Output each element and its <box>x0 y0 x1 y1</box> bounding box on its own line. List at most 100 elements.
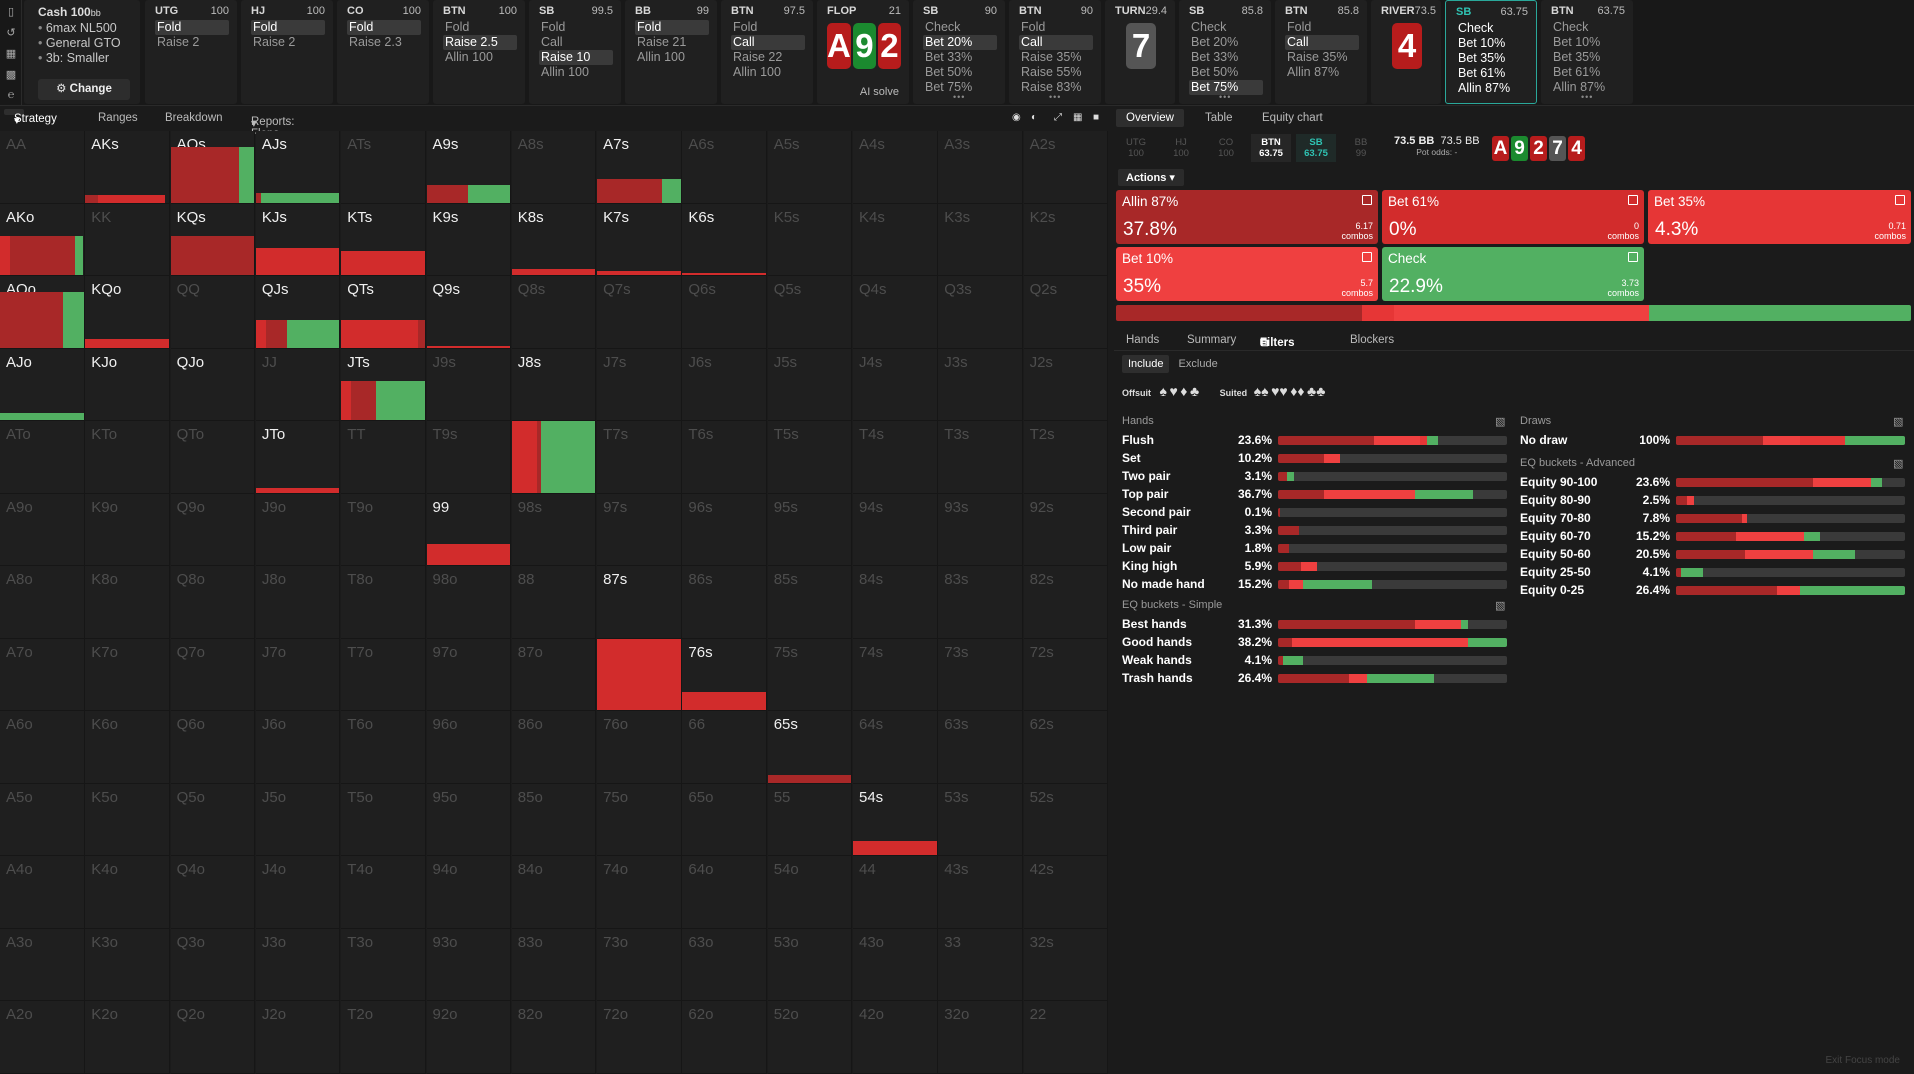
hand-cell[interactable]: KJo <box>85 348 170 421</box>
filter-row[interactable]: Equity 80-90 2.5% <box>1520 493 1670 507</box>
hand-cell[interactable]: A9s <box>426 131 511 204</box>
hand-cell[interactable]: A5s <box>767 131 853 204</box>
action-option[interactable]: Call <box>541 35 563 49</box>
hand-cell[interactable]: 72s <box>1023 638 1109 711</box>
action-option[interactable]: Bet 61% <box>1458 66 1506 80</box>
action-column-sb[interactable]: SB 85.8 Check Bet 20% Bet 33% Bet 50% Bet 75% •… <box>1179 0 1271 104</box>
filter-row[interactable]: Equity 70-80 7.8% <box>1520 511 1670 525</box>
hearts-suited-icon[interactable]: ♥♥ <box>1271 383 1288 399</box>
hand-cell[interactable]: 53s <box>938 783 1023 856</box>
action-column-btn[interactable]: BTN 85.8 Fold Call Raise 35% Allin 87% <box>1275 0 1367 104</box>
collapse-icon[interactable]: ▧ <box>1893 416 1904 428</box>
action-option[interactable]: Allin 100 <box>733 65 781 79</box>
hand-cell[interactable]: A3s <box>938 131 1023 204</box>
expand-icon[interactable] <box>1895 195 1905 205</box>
hand-cell[interactable]: 54o <box>767 856 853 929</box>
action-column-btn[interactable]: BTN 100 Fold Raise 2.5 Allin 100 <box>433 0 525 104</box>
tab-overview[interactable]: Overview <box>1116 109 1184 127</box>
hand-cell[interactable]: 93o <box>426 928 511 1001</box>
spades-suited-icon[interactable]: ♠♠ <box>1253 383 1269 399</box>
action-option[interactable]: Allin 100 <box>541 65 589 79</box>
hand-cell[interactable]: A8o <box>0 566 85 639</box>
hand-cell[interactable]: T2o <box>341 1001 426 1074</box>
action-option[interactable]: Fold <box>445 20 470 34</box>
action-option[interactable]: Raise 2 <box>253 35 296 49</box>
action-option[interactable]: Allin 87% <box>1458 81 1511 95</box>
hand-cell[interactable]: J6o <box>255 711 341 784</box>
hand-cell[interactable]: Q9s <box>426 276 511 349</box>
hand-cell[interactable]: KTo <box>85 421 170 494</box>
action-option[interactable]: Allin 100 <box>637 50 685 64</box>
hand-cell[interactable]: T3o <box>341 928 426 1001</box>
hand-cell[interactable]: T6s <box>682 421 767 494</box>
hand-cell[interactable]: KJs <box>255 203 341 276</box>
hand-cell[interactable]: K4s <box>853 203 938 276</box>
tab-table[interactable]: Table <box>1205 112 1233 124</box>
hand-cell[interactable]: 92o <box>426 1001 511 1074</box>
expand-icon[interactable] <box>1628 252 1638 262</box>
action-option[interactable]: Raise 35% <box>1021 50 1082 64</box>
hand-cell[interactable]: AKo <box>0 203 85 276</box>
hand-cell[interactable]: J9s <box>426 348 511 421</box>
hand-cell[interactable]: 94s <box>853 493 938 566</box>
hand-cell[interactable]: A7s <box>597 131 682 204</box>
filter-row[interactable]: Two pair 3.1% <box>1122 469 1272 483</box>
hand-cell[interactable]: 87s <box>597 566 682 639</box>
actions-dropdown[interactable]: Actions ▾ <box>1118 169 1184 186</box>
action-option[interactable]: Allin 87% <box>1553 80 1606 94</box>
hand-cell[interactable]: 73o <box>597 928 682 1001</box>
hand-cell[interactable]: Q4o <box>170 856 256 929</box>
filter-row[interactable]: Flush 23.6% <box>1122 433 1272 447</box>
action-column-sb[interactable]: SB 99.5 Fold Call Raise 10 Allin 100 <box>529 0 621 104</box>
hand-cell[interactable]: 85s <box>767 566 853 639</box>
hand-cell[interactable]: K3o <box>85 928 170 1001</box>
action-option[interactable]: Fold <box>1287 20 1312 34</box>
hand-cell[interactable]: QTs <box>341 276 426 349</box>
hand-cell[interactable]: Q3s <box>938 276 1023 349</box>
action-column-sb[interactable]: SB 63.75 Check Bet 10% Bet 35% Bet 61% Allin 8… <box>1445 0 1537 104</box>
hand-cell[interactable]: K3s <box>938 203 1023 276</box>
hand-cell[interactable]: 74s <box>853 638 938 711</box>
action-option[interactable]: Raise 21 <box>637 35 687 49</box>
hand-cell[interactable]: T2s <box>1023 421 1109 494</box>
hand-cell[interactable]: J2s <box>1023 348 1109 421</box>
hand-cell[interactable]: T6o <box>341 711 426 784</box>
hand-cell[interactable]: J3s <box>938 348 1023 421</box>
hand-cell[interactable]: AQo <box>0 276 85 349</box>
hand-cell[interactable]: 84s <box>853 566 938 639</box>
hand-cell[interactable]: 33 <box>938 928 1023 1001</box>
hand-cell[interactable]: Q4s <box>853 276 938 349</box>
hand-cell[interactable]: T8o <box>341 566 426 639</box>
diamond-icon[interactable]: ♦ <box>1180 383 1188 399</box>
more-actions-icon[interactable]: ••• <box>1581 92 1594 102</box>
spade-icon[interactable]: ♠ <box>1159 383 1167 399</box>
hand-cell[interactable]: A8s <box>511 131 597 204</box>
hand-cell[interactable]: T9o <box>341 493 426 566</box>
expand-icon[interactable] <box>1362 252 1372 262</box>
action-column-sb[interactable]: SB 90 Check Bet 20% Bet 33% Bet 50% Bet 75% ••• <box>913 0 1005 104</box>
hand-cell[interactable]: K7s <box>597 203 682 276</box>
action-column-utg[interactable]: UTG 100 Fold Raise 2 <box>145 0 237 104</box>
hand-cell[interactable]: K4o <box>85 856 170 929</box>
hand-cell[interactable]: AJo <box>0 348 85 421</box>
more-actions-icon[interactable]: ••• <box>953 92 966 102</box>
action-option[interactable]: Check <box>1553 20 1589 34</box>
contrast-icon[interactable]: ◐ <box>1031 112 1038 123</box>
hand-cell[interactable]: AKs <box>85 131 170 204</box>
hand-cell[interactable]: ATo <box>0 421 85 494</box>
hand-cell[interactable]: 42o <box>853 1001 938 1074</box>
hand-cell[interactable]: 95s <box>767 493 853 566</box>
hand-cell[interactable]: 63o <box>682 928 767 1001</box>
hand-cell[interactable]: A9o <box>0 493 85 566</box>
hand-cell[interactable]: A3o <box>0 928 85 1001</box>
hand-cell[interactable]: A7o <box>0 638 85 711</box>
hand-cell[interactable]: A5o <box>0 783 85 856</box>
tab-breakdown[interactable]: Breakdown <box>165 112 223 124</box>
hand-cell[interactable]: K5o <box>85 783 170 856</box>
hand-cell[interactable]: 73s <box>938 638 1023 711</box>
action-option[interactable]: Fold <box>251 20 325 35</box>
hand-cell[interactable]: K9s <box>426 203 511 276</box>
collapse-icon[interactable]: ▧ <box>1495 416 1506 428</box>
hand-cell[interactable]: T5s <box>767 421 853 494</box>
action-option[interactable]: Fold <box>733 20 758 34</box>
